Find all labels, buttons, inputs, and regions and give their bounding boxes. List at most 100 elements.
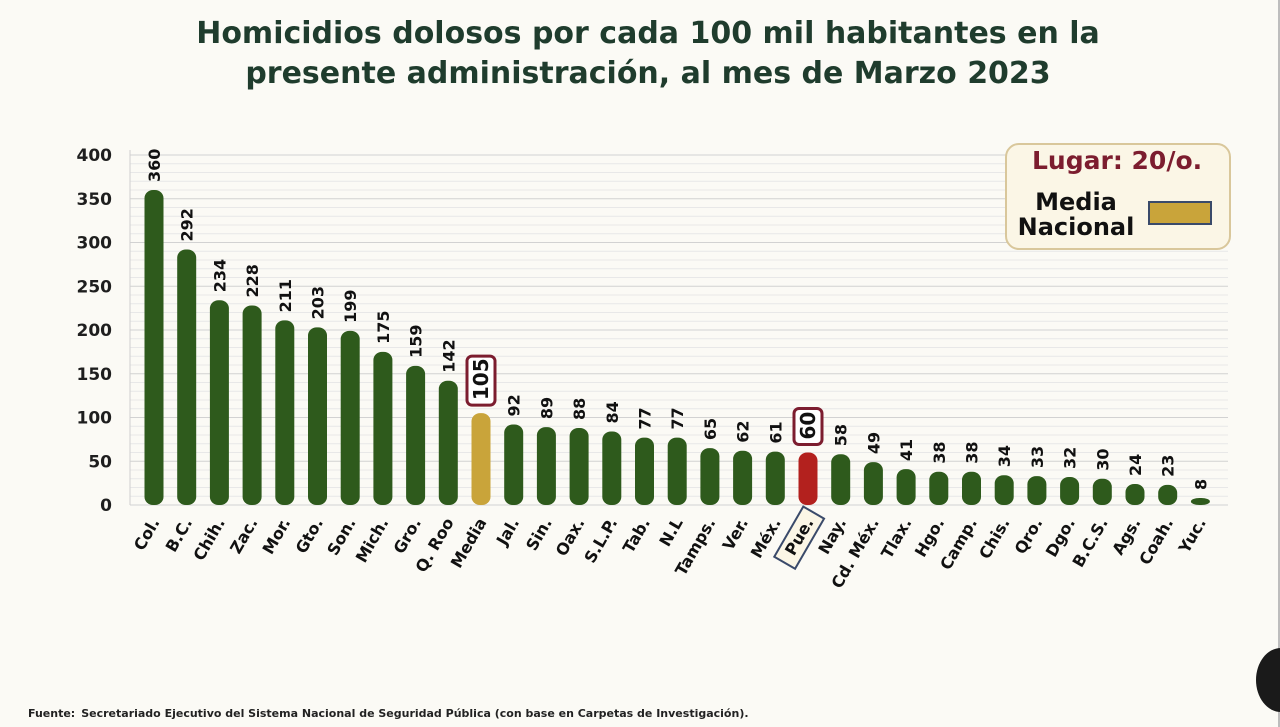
value-label: 38 — [930, 441, 949, 463]
title-line-1: Homicidios dolosos por cada 100 mil habi… — [196, 16, 1100, 51]
bar — [831, 454, 851, 505]
legend-media-line-1: Media — [1035, 188, 1117, 216]
bar — [209, 300, 229, 505]
y-tick-label: 50 — [88, 452, 112, 472]
bar — [569, 428, 589, 505]
bar — [1027, 476, 1047, 505]
highlight-category-box — [772, 505, 826, 571]
value-label: 41 — [897, 439, 916, 461]
bar — [635, 437, 654, 505]
bar — [602, 431, 622, 505]
value-label: 84 — [603, 401, 622, 423]
value-label: 292 — [178, 208, 197, 241]
bar — [144, 190, 164, 505]
value-label: 88 — [570, 398, 589, 420]
bar — [765, 451, 785, 505]
legend-box — [1005, 143, 1231, 250]
bar — [700, 448, 720, 505]
category-label: B.C. — [162, 515, 197, 556]
category-label: S.L.P. — [580, 515, 621, 567]
category-label: N.L — [655, 515, 686, 550]
bar — [929, 471, 949, 505]
source-label: Fuente: — [28, 707, 76, 720]
category-label: Chis. — [975, 514, 1014, 562]
bar — [994, 475, 1014, 505]
value-label: 61 — [766, 421, 785, 443]
bar — [308, 327, 327, 505]
bar — [406, 365, 426, 505]
value-label: 159 — [407, 324, 426, 357]
category-label: Tlax. — [877, 515, 915, 562]
legend-media-line-2: Nacional — [1017, 213, 1135, 241]
legend-rank-text: Lugar: 20/o. — [1032, 146, 1203, 175]
value-label: 34 — [995, 445, 1014, 467]
value-label: 89 — [537, 397, 556, 419]
bar — [438, 380, 458, 505]
window-edge — [1278, 0, 1280, 727]
value-label: 211 — [276, 279, 295, 312]
value-label: 228 — [243, 264, 262, 297]
value-label: 77 — [636, 407, 655, 429]
value-label: 105 — [469, 358, 493, 400]
bar — [340, 330, 360, 505]
value-label: 92 — [505, 394, 524, 416]
bar — [471, 413, 491, 505]
value-label: 30 — [1093, 448, 1112, 470]
source-footer: Fuente: Secretariado Ejecutivo del Sistem… — [28, 707, 755, 720]
value-label: 77 — [668, 407, 687, 429]
bar — [1060, 477, 1080, 505]
y-tick-label: 100 — [77, 409, 113, 429]
bar — [798, 452, 818, 505]
bar — [962, 471, 981, 505]
y-tick-label: 400 — [77, 146, 113, 166]
bar — [1190, 498, 1210, 505]
bar — [863, 462, 883, 505]
category-label: Gto. — [292, 515, 327, 557]
legend-media-swatch — [1148, 201, 1212, 225]
chart-title: Homicidios dolosos por cada 100 mil habi… — [0, 14, 1280, 94]
value-label-box — [792, 407, 824, 446]
bar — [1158, 484, 1178, 505]
y-tick-label: 300 — [77, 234, 113, 254]
value-label: 175 — [374, 310, 393, 343]
category-label: Ver. — [719, 515, 752, 554]
bar — [536, 427, 556, 505]
category-label: Zac. — [226, 515, 261, 557]
bar — [1092, 478, 1112, 505]
bar — [1125, 484, 1145, 505]
value-label: 32 — [1061, 447, 1080, 469]
value-label: 62 — [734, 420, 753, 442]
category-label: Tab. — [619, 515, 654, 557]
bar — [504, 424, 524, 505]
category-label: Chih. — [189, 515, 229, 564]
value-label: 60 — [796, 412, 820, 440]
category-label: Yuc. — [1174, 515, 1210, 558]
value-label: 203 — [309, 286, 328, 319]
category-label: Mich. — [352, 515, 393, 566]
bar — [242, 305, 262, 505]
value-label-box — [465, 354, 497, 407]
bar — [667, 437, 687, 505]
bar — [733, 450, 753, 505]
bar — [896, 469, 916, 505]
value-label: 58 — [832, 424, 851, 446]
value-label: 49 — [864, 432, 883, 454]
legend-media-label: Media Nacional — [1012, 190, 1140, 240]
value-label: 65 — [701, 418, 720, 440]
value-label: 24 — [1126, 454, 1145, 476]
bar — [177, 249, 197, 505]
bar — [275, 320, 295, 505]
y-tick-label: 150 — [77, 365, 113, 385]
y-tick-label: 0 — [100, 496, 112, 516]
value-label: 38 — [963, 441, 982, 463]
bar — [373, 351, 393, 505]
value-label: 234 — [210, 259, 229, 292]
value-label: 360 — [145, 149, 164, 182]
category-label: Col. — [130, 515, 164, 554]
title-line-2: presente administración, al mes de Marzo… — [245, 56, 1051, 91]
value-label: 23 — [1159, 455, 1178, 477]
source-text: Secretariado Ejecutivo del Sistema Nacio… — [81, 707, 749, 720]
y-tick-label: 250 — [77, 277, 113, 297]
category-label: Mor. — [259, 515, 295, 558]
